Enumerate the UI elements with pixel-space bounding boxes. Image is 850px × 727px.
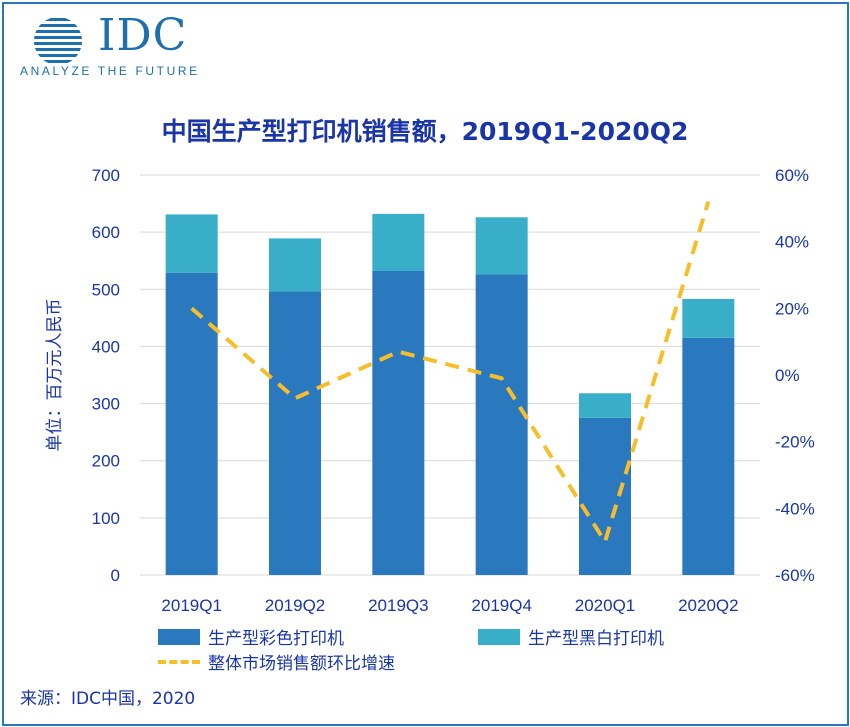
bar-color xyxy=(579,417,631,575)
y-tick-label: 200 xyxy=(92,452,120,471)
bar-mono xyxy=(682,299,735,338)
y-tick-label: 400 xyxy=(92,337,120,356)
x-tick-label: 2020Q1 xyxy=(575,596,636,615)
legend-item-mono: 生产型黑白打印机 xyxy=(478,624,664,649)
y-tick-label: 100 xyxy=(92,509,120,528)
legend-swatch-mono xyxy=(478,628,520,645)
idc-logo-text: IDC xyxy=(98,10,188,61)
bar-color xyxy=(682,337,735,575)
x-tick-label: 2020Q2 xyxy=(678,596,739,615)
legend-item-growth: 整体市场销售额环比增速 xyxy=(158,649,395,674)
x-tick-label: 2019Q3 xyxy=(368,596,429,615)
x-tick-label: 2019Q2 xyxy=(265,596,326,615)
x-tick-label: 2019Q1 xyxy=(161,596,222,615)
legend-item-color: 生产型彩色打印机 xyxy=(158,624,344,649)
logo-tagline: ANALYZE THE FUTURE xyxy=(20,64,200,78)
source-note: 来源：IDC中国，2020 xyxy=(20,689,196,709)
growth-line xyxy=(190,201,711,544)
bar-color xyxy=(269,291,321,575)
y-tick-label: 0 xyxy=(111,566,120,585)
legend-swatch-color xyxy=(158,628,200,645)
y2-tick-label: 60% xyxy=(775,166,809,185)
y-tick-label: 500 xyxy=(92,280,120,299)
bar-color xyxy=(372,271,425,575)
chart-title: 中国生产型打印机销售额，2019Q1-2020Q2 xyxy=(161,117,689,146)
y-tick-label: 300 xyxy=(92,395,120,414)
bar-mono xyxy=(269,238,321,292)
y2-tick-label: 20% xyxy=(775,299,809,318)
legend-label-mono: 生产型黑白打印机 xyxy=(528,629,664,649)
bar-mono xyxy=(475,217,528,275)
bar-mono xyxy=(372,213,425,271)
bar-mono xyxy=(165,214,218,273)
y-tick-label: 600 xyxy=(92,223,120,242)
bar-color xyxy=(475,274,528,575)
legend-label-color: 生产型彩色打印机 xyxy=(208,629,344,649)
y2-tick-label: 40% xyxy=(775,233,809,252)
x-tick-label: 2019Q4 xyxy=(471,596,532,615)
idc-logo-icon xyxy=(34,18,82,63)
y-tick-label: 700 xyxy=(92,166,120,185)
bar-color xyxy=(165,272,218,575)
y2-tick-label: -40% xyxy=(775,499,815,518)
bar-mono xyxy=(579,393,631,418)
y2-tick-label: -60% xyxy=(775,566,815,585)
legend-label-growth: 整体市场销售额环比增速 xyxy=(208,654,395,674)
y2-tick-label: -20% xyxy=(775,433,815,452)
legend-swatch-growth xyxy=(158,659,200,664)
y2-tick-label: 0% xyxy=(775,366,800,385)
